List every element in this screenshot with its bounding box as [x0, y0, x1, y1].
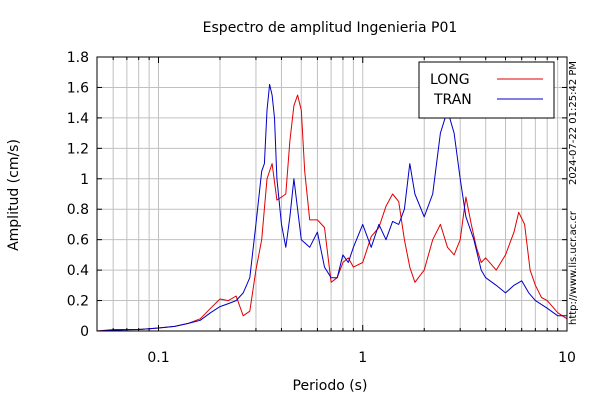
legend-label-long: LONG [430, 72, 470, 88]
y-tick-label: 1.4 [67, 111, 89, 127]
y-tick-label: 1.6 [67, 80, 89, 96]
series-line-long [96, 94, 568, 332]
y-tick-label: 0.4 [67, 263, 89, 279]
plot-frame [96, 56, 568, 332]
series-line-tran [96, 83, 567, 332]
x-tick-label: 1 [358, 350, 367, 366]
legend: LONG TRAN [418, 61, 555, 119]
series-layer [96, 83, 568, 332]
x-tick-label: 0.1 [147, 350, 169, 366]
x-axis-ticks: 0.1 1 10 [96, 57, 576, 366]
y-tick-label: 0.2 [67, 294, 89, 310]
legend-label-tran: TRAN [433, 92, 472, 108]
y-axis-ticks: 0 0.2 0.4 0.6 0.8 1 1.2 1.4 1.6 1.8 [67, 50, 567, 340]
source-url-label: http://www.lis.ucr.ac.cr [568, 211, 579, 325]
y-axis-label: Amplitud (cm/s) [6, 139, 22, 251]
y-tick-label: 0.6 [67, 233, 89, 249]
y-tick-label: 1 [80, 172, 89, 188]
y-tick-label: 1.8 [67, 50, 89, 66]
x-tick-label: 10 [558, 350, 576, 366]
timestamp-label: 2024-07-22 01:25:42 PM [568, 60, 579, 185]
y-tick-label: 1.2 [67, 141, 89, 157]
x-axis-label: Periodo (s) [293, 378, 368, 394]
y-tick-label: 0.8 [67, 202, 89, 218]
y-tick-label: 0 [80, 324, 89, 340]
legend-box [418, 61, 555, 119]
chart-title: Espectro de amplitud Ingenieria P01 [203, 20, 458, 36]
